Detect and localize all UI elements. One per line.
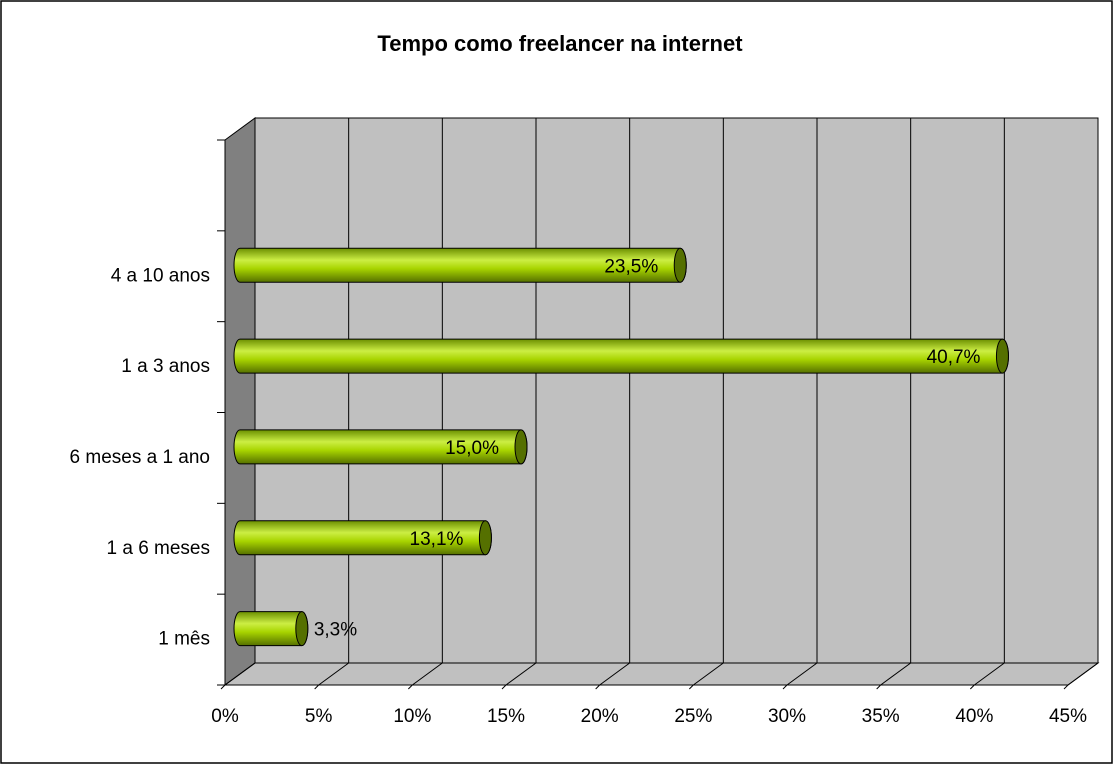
bar [233, 338, 1009, 374]
x-tick-label: 40% [955, 706, 993, 727]
x-tick-label: 45% [1049, 706, 1087, 727]
data-label: 15,0% [445, 438, 499, 459]
x-tick [595, 684, 601, 690]
x-tick-label: 35% [862, 706, 900, 727]
x-tick [782, 684, 788, 690]
floor-line [693, 662, 724, 686]
floor [223, 662, 1100, 686]
data-label: 23,5% [604, 256, 658, 277]
bar-cap [514, 429, 528, 465]
y-tick-label: 4 a 10 anos [111, 265, 210, 286]
x-tick [1063, 684, 1069, 690]
back-wall [254, 117, 1099, 664]
floor-line [505, 662, 537, 686]
x-tick [407, 684, 413, 690]
x-tick-label: 5% [305, 706, 333, 727]
x-tick-label: 30% [768, 706, 806, 727]
bar-cap [995, 338, 1009, 374]
floor-line [880, 662, 911, 686]
floor-line [412, 662, 443, 686]
y-tick-label: 1 a 3 anos [121, 356, 210, 377]
floor-line [974, 662, 1005, 686]
data-label: 13,1% [410, 529, 464, 550]
floor-line [786, 662, 818, 686]
bar-cap [295, 611, 309, 647]
data-label: 40,7% [927, 347, 981, 368]
y-tick-label: 1 mês [158, 629, 210, 650]
data-label: 3,3% [314, 620, 357, 641]
x-tick [969, 684, 975, 690]
floor-line [1067, 662, 1099, 686]
chart-title: Tempo como freelancer na internet [377, 31, 743, 56]
x-tick-label: 10% [393, 706, 431, 727]
y-tick-label: 1 a 6 meses [107, 538, 211, 559]
bar-cap [673, 247, 687, 283]
x-tick [314, 684, 320, 690]
bar-cap [478, 520, 492, 556]
x-tick-label: 15% [487, 706, 525, 727]
x-tick [688, 684, 694, 690]
x-tick [220, 684, 226, 690]
x-tick [501, 684, 507, 690]
side-wall [224, 117, 256, 686]
x-tick-label: 20% [581, 706, 619, 727]
floor-line [318, 662, 349, 686]
floor-line [224, 662, 256, 686]
y-tick-label: 6 meses a 1 ano [70, 447, 210, 468]
x-tick-label: 25% [674, 706, 712, 727]
x-tick [876, 684, 882, 690]
x-tick-label: 0% [211, 706, 239, 727]
floor-line [599, 662, 630, 686]
